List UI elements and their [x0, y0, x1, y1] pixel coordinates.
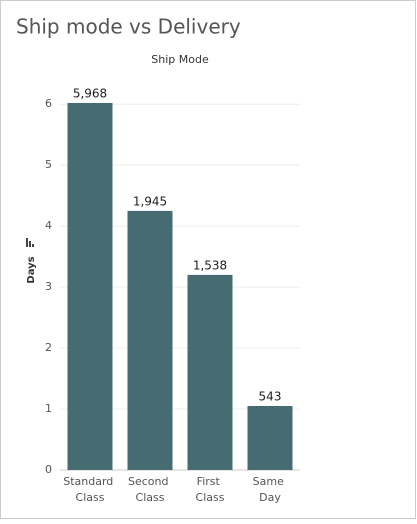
y-tick-label: 4 — [45, 219, 52, 232]
axis-icon — [26, 238, 34, 247]
x-tick-label: Second Class — [128, 475, 172, 504]
bar — [67, 102, 113, 471]
y-tick-label: 0 — [45, 463, 52, 476]
y-axis-label: Days — [26, 256, 37, 283]
data-label: 1,538 — [193, 258, 227, 272]
chart-title: Ship mode vs Delivery — [16, 15, 241, 39]
column-header: Ship Mode — [151, 53, 209, 66]
y-tick-label: 2 — [45, 341, 52, 354]
x-tick-label: Same Day — [253, 475, 288, 504]
data-label: 5,968 — [73, 86, 107, 100]
y-tick-label: 3 — [45, 280, 52, 293]
data-label: 543 — [259, 389, 282, 403]
bar — [247, 405, 293, 470]
x-tick-label: Standard Class — [63, 475, 117, 504]
bar — [127, 210, 173, 471]
data-label: 1,945 — [133, 194, 167, 208]
y-tick-label: 6 — [45, 97, 52, 110]
x-tick-label: First Class — [196, 475, 225, 504]
bar — [187, 274, 233, 470]
y-tick-label: 5 — [45, 158, 52, 171]
y-tick-label: 1 — [45, 402, 52, 415]
